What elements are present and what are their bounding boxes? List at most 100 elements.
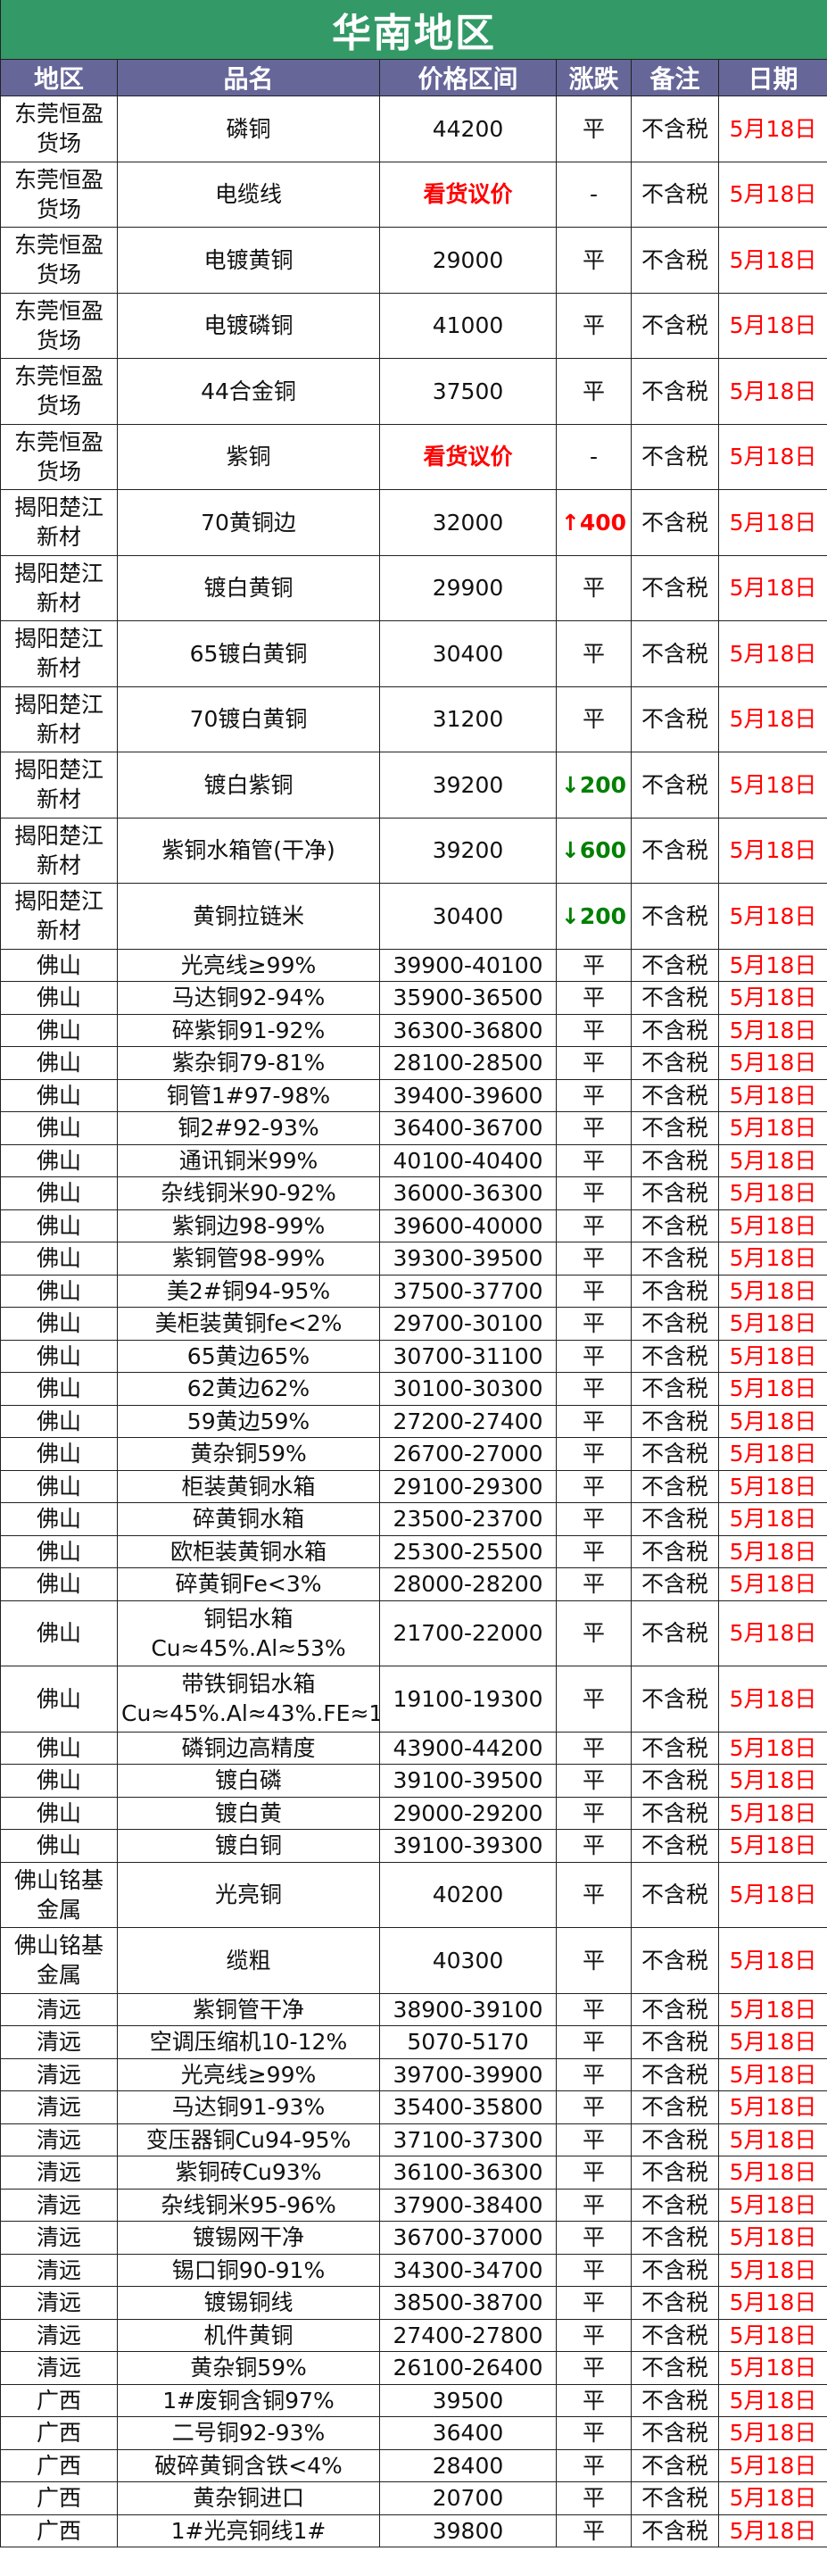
change-cell: 平 [556, 2057, 632, 2091]
name-cell: 光亮线≥99% [117, 948, 380, 982]
region-cell: 东莞恒盈货场 [0, 227, 118, 294]
change-cell: 平 [556, 1567, 632, 1601]
price-cell: 40100-40400 [379, 1143, 557, 1177]
date-cell: 5月18日 [717, 1404, 827, 1438]
date-cell: 5月18日 [717, 1534, 827, 1568]
change-cell: 平 [556, 2188, 632, 2222]
date-cell: 5月18日 [717, 981, 827, 1015]
note-cell: 不含税 [631, 2221, 719, 2255]
date-cell: 5月18日 [717, 2481, 827, 2515]
header-name: 品名 [117, 59, 380, 96]
date-cell: 5月18日 [717, 2448, 827, 2482]
date-cell: 5月18日 [717, 2025, 827, 2059]
price-cell: 36400 [379, 2416, 557, 2450]
region-cell: 东莞恒盈货场 [0, 292, 118, 359]
note-cell: 不含税 [631, 752, 719, 819]
date-cell: 5月18日 [717, 2253, 827, 2287]
name-cell: 缆粗 [117, 1927, 380, 1994]
name-cell: 磷铜边高精度 [117, 1731, 380, 1765]
region-cell: 佛山 [0, 1796, 118, 1830]
region-cell: 广西 [0, 2514, 118, 2547]
price-cell: 40300 [379, 1927, 557, 1994]
region-cell: 佛山 [0, 1404, 118, 1438]
region-cell: 揭阳楚江新材 [0, 686, 118, 752]
table-row: 佛山 美2#铜94-95% 37500-37700 平不含税 5月18日 [0, 1274, 827, 1308]
note-cell: 不含税 [631, 554, 719, 621]
date-cell: 5月18日 [717, 1242, 827, 1276]
region-cell: 清远 [0, 2188, 118, 2222]
note-cell: 不含税 [631, 2253, 719, 2287]
date-cell: 5月18日 [717, 1307, 827, 1341]
date-cell: 5月18日 [717, 2351, 827, 2385]
table-body: 东莞恒盈货场 磷铜 44200 平不含税 5月18日 东莞恒盈货场 电缆线 看货议价 - 不含税 5… [0, 96, 827, 2547]
change-cell: ↓200 [556, 883, 632, 950]
price-cell: 34300-34700 [379, 2253, 557, 2287]
name-cell: 通讯铜米99% [117, 1143, 380, 1177]
change-cell: 平 [556, 1861, 632, 1928]
note-cell: 不含税 [631, 1927, 719, 1994]
region-cell: 东莞恒盈货场 [0, 161, 118, 228]
table-row: 清远 紫铜砖Cu93% 36100-36300 平不含税 5月18日 [0, 2156, 827, 2190]
note-cell: 不含税 [631, 2383, 719, 2417]
table-row: 佛山 碎紫铜91-92% 36300-36800 平不含税 5月18日 [0, 1013, 827, 1047]
region-cell: 佛山 [0, 1046, 118, 1080]
change-cell: 平 [556, 2416, 632, 2450]
region-cell: 揭阳楚江新材 [0, 817, 118, 884]
name-cell: 紫铜水箱管(干净) [117, 817, 380, 884]
region-cell: 佛山 [0, 1469, 118, 1503]
date-cell: 5月18日 [717, 2318, 827, 2352]
region-cell: 清远 [0, 1992, 118, 2026]
change-cell: 平 [556, 1046, 632, 1080]
name-cell: 碎紫铜91-92% [117, 1013, 380, 1047]
name-cell: 黄杂铜进口 [117, 2481, 380, 2515]
name-cell: 70黄铜边 [117, 489, 380, 556]
change-cell: 平 [556, 2221, 632, 2255]
note-cell: 不含税 [631, 96, 719, 162]
region-cell: 佛山 [0, 948, 118, 982]
table-row: 清远 镀锡铜线 38500-38700 平不含税 5月18日 [0, 2286, 827, 2320]
name-cell: 光亮铜 [117, 1861, 380, 1928]
note-cell: 不含税 [631, 358, 719, 425]
change-cell: 平 [556, 292, 632, 359]
date-cell: 5月18日 [717, 620, 827, 687]
table-row: 佛山 紫铜边98-99% 39600-40000 平不含税 5月18日 [0, 1209, 827, 1242]
price-cell: 39400-39600 [379, 1078, 557, 1112]
region-cell: 东莞恒盈货场 [0, 423, 118, 490]
date-cell: 5月18日 [717, 1796, 827, 1830]
change-cell: 平 [556, 1242, 632, 1276]
table-row: 佛山 磷铜边高精度 43900-44200 平不含税 5月18日 [0, 1731, 827, 1765]
name-cell: 黄铜拉链米 [117, 883, 380, 950]
name-cell: 65黄边65% [117, 1339, 380, 1373]
table-title: 华南地区 [0, 0, 827, 60]
date-cell: 5月18日 [717, 1111, 827, 1145]
price-cell: 39600-40000 [379, 1209, 557, 1242]
date-cell: 5月18日 [717, 1046, 827, 1080]
region-cell: 揭阳楚江新材 [0, 883, 118, 950]
region-cell: 佛山 [0, 1242, 118, 1276]
price-cell: 30400 [379, 620, 557, 687]
name-cell: 美2#铜94-95% [117, 1274, 380, 1308]
note-cell: 不含税 [631, 1013, 719, 1047]
change-cell: 平 [556, 2286, 632, 2320]
price-cell: 看货议价 [379, 161, 557, 228]
date-cell: 5月18日 [717, 817, 827, 884]
table-row: 佛山 欧柜装黄铜水箱 25300-25500 平不含税 5月18日 [0, 1534, 827, 1568]
note-cell: 不含税 [631, 1861, 719, 1928]
note-cell: 不含税 [631, 1274, 719, 1308]
change-cell: 平 [556, 1078, 632, 1112]
region-cell: 佛山 [0, 1372, 118, 1406]
price-cell: 44200 [379, 96, 557, 162]
name-cell: 44合金铜 [117, 358, 380, 425]
date-cell: 5月18日 [717, 1764, 827, 1798]
note-cell: 不含税 [631, 883, 719, 950]
region-cell: 佛山 [0, 1731, 118, 1765]
price-cell: 32000 [379, 489, 557, 556]
header-region: 地区 [0, 59, 118, 96]
change-cell: - [556, 161, 632, 228]
region-cell: 佛山 [0, 1437, 118, 1471]
note-cell: 不含税 [631, 2188, 719, 2222]
note-cell: 不含税 [631, 1666, 719, 1733]
change-cell: 平 [556, 1600, 632, 1666]
change-cell: 平 [556, 2156, 632, 2190]
